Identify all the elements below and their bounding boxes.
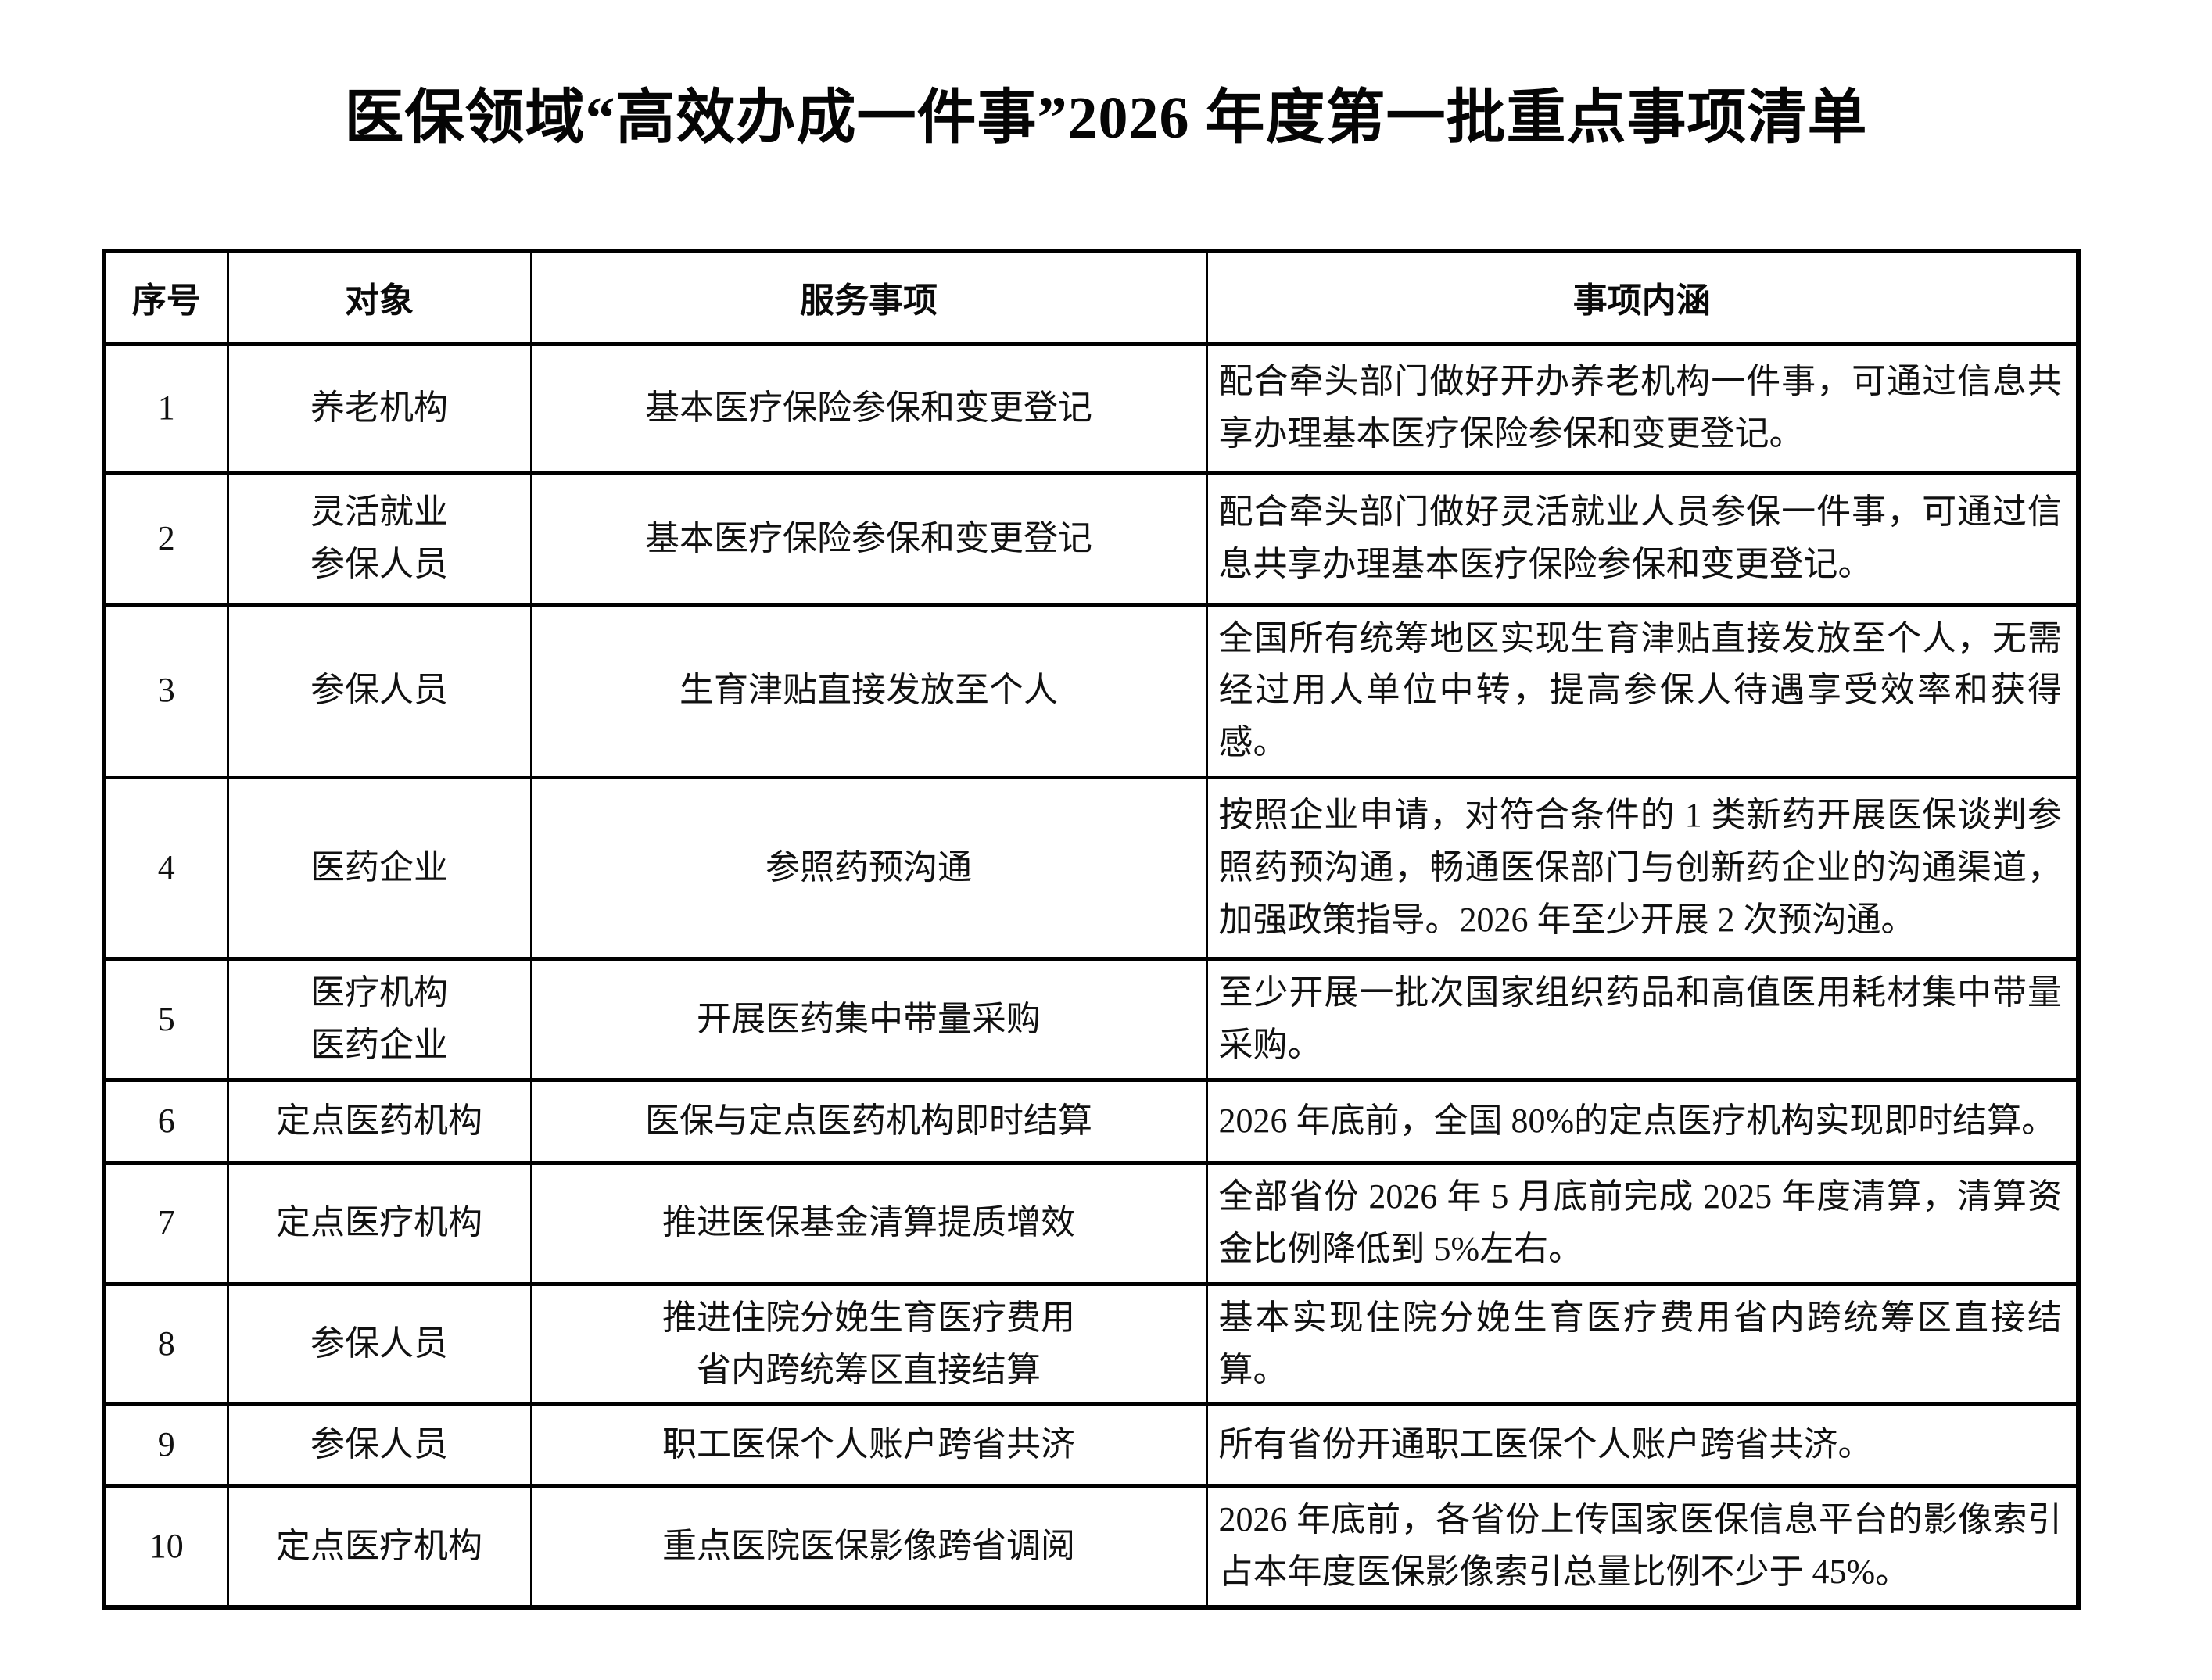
header-cell-description: 事项内涵	[1205, 249, 2080, 345]
header-cell-service: 服务事项	[529, 249, 1208, 345]
cell-description: 所有省份开通职工医保个人账户跨省共济。	[1205, 1403, 2080, 1488]
cell-service: 职工医保个人账户跨省共济	[529, 1403, 1208, 1488]
cell-target: 定点医药机构	[226, 1078, 532, 1164]
cell-no: 10	[102, 1485, 229, 1609]
table-row: 4 医药企业 参照药预沟通 按照企业申请，对符合条件的 1 类新药开展医保谈判参…	[102, 776, 2080, 961]
items-table: 序号 对象 服务事项 事项内涵 1 养老机构 基本医疗保险参保和变更登记 配合牵…	[102, 249, 2081, 1610]
cell-service: 基本医疗保险参保和变更登记	[529, 342, 1208, 475]
cell-service: 基本医疗保险参保和变更登记	[529, 471, 1208, 606]
cell-service: 医保与定点医药机构即时结算	[529, 1078, 1208, 1164]
cell-description: 配合牵头部门做好灵活就业人员参保一件事，可通过信息共享办理基本医疗保险参保和变更…	[1205, 471, 2080, 606]
table-row: 3 参保人员 生育津贴直接发放至个人 全国所有统筹地区实现生育津贴直接发放至个人…	[102, 603, 2080, 779]
cell-target: 参保人员	[226, 1282, 532, 1406]
cell-service: 生育津贴直接发放至个人	[529, 603, 1208, 779]
page-title: 医保领域“高效办成一件事”2026 年度第一批重点事项清单	[344, 85, 1868, 151]
cell-no: 1	[102, 342, 229, 475]
cell-target: 定点医疗机构	[226, 1161, 532, 1285]
cell-target: 养老机构	[226, 342, 532, 475]
cell-no: 5	[102, 958, 229, 1081]
table-row: 10 定点医疗机构 重点医院医保影像跨省调阅 2026 年底前，各省份上传国家医…	[102, 1485, 2080, 1609]
cell-service: 推进住院分娩生育医疗费用 省内跨统筹区直接结算	[529, 1282, 1208, 1406]
cell-service: 参照药预沟通	[529, 776, 1208, 961]
cell-target: 医药企业	[226, 776, 532, 961]
cell-target: 医疗机构 医药企业	[226, 958, 532, 1081]
cell-no: 2	[102, 471, 229, 606]
cell-description: 按照企业申请，对符合条件的 1 类新药开展医保谈判参照药预沟通，畅通医保部门与创…	[1205, 776, 2080, 961]
cell-description: 2026 年底前，各省份上传国家医保信息平台的影像索引占本年度医保影像索引总量比…	[1205, 1485, 2080, 1609]
header-cell-no: 序号	[102, 249, 229, 345]
cell-no: 9	[102, 1403, 229, 1488]
cell-service: 开展医药集中带量采购	[529, 958, 1208, 1081]
cell-no: 6	[102, 1078, 229, 1164]
cell-description: 全部省份 2026 年 5 月底前完成 2025 年度清算，清算资金比例降低到 …	[1205, 1161, 2080, 1285]
cell-service: 推进医保基金清算提质增效	[529, 1161, 1208, 1285]
table-header-row: 序号 对象 服务事项 事项内涵	[102, 249, 2080, 345]
cell-no: 8	[102, 1282, 229, 1406]
table-row: 1 养老机构 基本医疗保险参保和变更登记 配合牵头部门做好开办养老机构一件事，可…	[102, 342, 2080, 475]
cell-service: 重点医院医保影像跨省调阅	[529, 1485, 1208, 1609]
table-row: 8 参保人员 推进住院分娩生育医疗费用 省内跨统筹区直接结算 基本实现住院分娩生…	[102, 1282, 2080, 1406]
table-row: 5 医疗机构 医药企业 开展医药集中带量采购 至少开展一批次国家组织药品和高值医…	[102, 958, 2080, 1081]
cell-description: 基本实现住院分娩生育医疗费用省内跨统筹区直接结算。	[1205, 1282, 2080, 1406]
table-row: 2 灵活就业 参保人员 基本医疗保险参保和变更登记 配合牵头部门做好灵活就业人员…	[102, 471, 2080, 606]
table-row: 6 定点医药机构 医保与定点医药机构即时结算 2026 年底前，全国 80%的定…	[102, 1078, 2080, 1164]
cell-target: 参保人员	[226, 603, 532, 779]
header-cell-target: 对象	[226, 249, 532, 345]
cell-target: 定点医疗机构	[226, 1485, 532, 1609]
cell-description: 全国所有统筹地区实现生育津贴直接发放至个人，无需经过用人单位中转，提高参保人待遇…	[1205, 603, 2080, 779]
table-row: 9 参保人员 职工医保个人账户跨省共济 所有省份开通职工医保个人账户跨省共济。	[102, 1403, 2080, 1488]
cell-no: 7	[102, 1161, 229, 1285]
cell-no: 3	[102, 603, 229, 779]
cell-target: 参保人员	[226, 1403, 532, 1488]
cell-target: 灵活就业 参保人员	[226, 471, 532, 606]
cell-no: 4	[102, 776, 229, 961]
cell-description: 配合牵头部门做好开办养老机构一件事，可通过信息共享办理基本医疗保险参保和变更登记…	[1205, 342, 2080, 475]
table-row: 7 定点医疗机构 推进医保基金清算提质增效 全部省份 2026 年 5 月底前完…	[102, 1161, 2080, 1285]
cell-description: 2026 年底前，全国 80%的定点医疗机构实现即时结算。	[1205, 1078, 2080, 1164]
cell-description: 至少开展一批次国家组织药品和高值医用耗材集中带量采购。	[1205, 958, 2080, 1081]
